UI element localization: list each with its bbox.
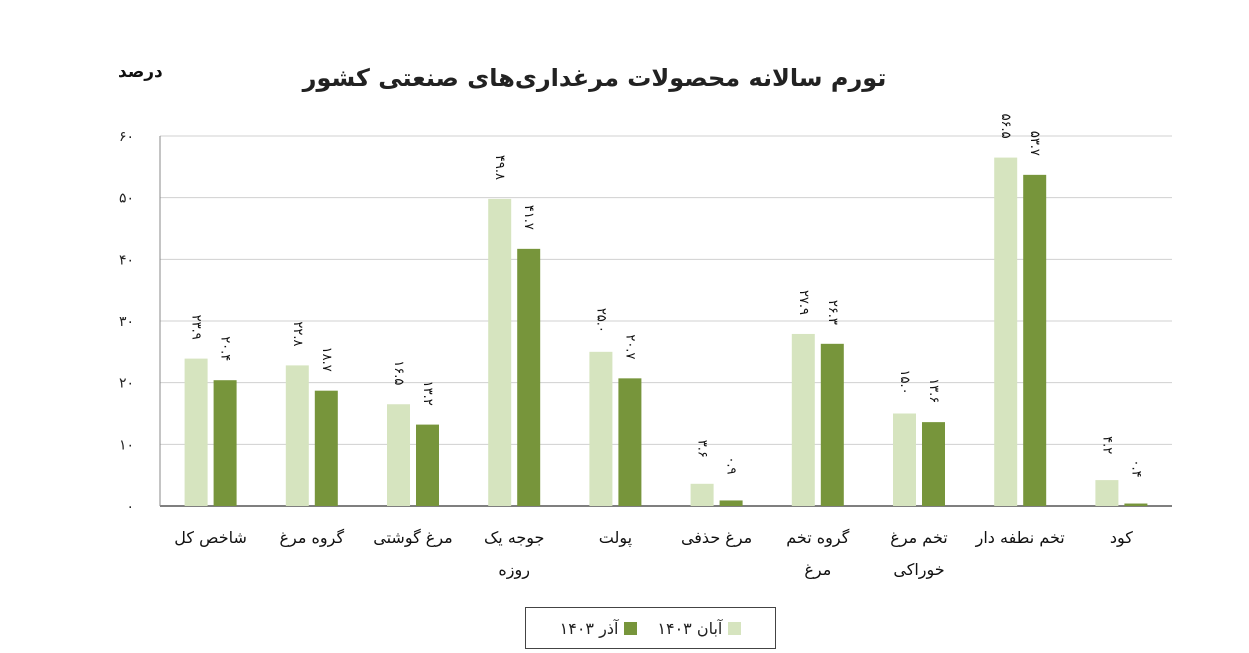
data-label: ۵۳.۷ — [1027, 131, 1042, 156]
bar-azar — [314, 390, 338, 506]
y-tick-label: ۴۰ — [119, 252, 134, 268]
bar-aban — [488, 198, 512, 506]
data-label: ۱۳.۶ — [926, 378, 941, 403]
category-label: شاخص کل — [174, 528, 247, 548]
bar-azar — [517, 248, 541, 506]
category-label: خوراکی — [893, 560, 944, 580]
legend-swatch-aban — [728, 621, 742, 635]
data-label: ۲۳.۹ — [189, 315, 204, 340]
bar-aban — [1095, 480, 1119, 506]
category-label: کود — [1110, 528, 1133, 548]
bar-azar — [719, 500, 743, 506]
category-label: تخم نطفه دار — [975, 528, 1065, 548]
y-axis-unit-label: درصد — [118, 62, 163, 82]
data-label: ۴۱.۷ — [521, 205, 536, 230]
bar-aban — [387, 404, 410, 506]
data-label: ۱۵.۰ — [897, 370, 912, 395]
bar-azar — [922, 422, 945, 506]
data-label: ۴.۲ — [1099, 436, 1114, 454]
category-label: گروه مرغ — [280, 528, 345, 548]
bar-azar — [1124, 503, 1148, 506]
legend-label-aban: آبان ۱۴۰۳ — [657, 618, 723, 638]
category-label: پولت — [599, 528, 632, 548]
data-label: ۲۲.۸ — [290, 321, 305, 346]
data-label: ۱۶.۵ — [391, 360, 406, 385]
category-label: مرغ — [804, 560, 831, 580]
legend-item-aban: آبان ۱۴۰۳ — [657, 618, 742, 638]
y-tick-label: ۲۰ — [119, 376, 134, 392]
data-label: ۳.۶ — [695, 440, 710, 458]
bar-azar — [416, 424, 439, 506]
data-label: ۰.۴ — [1128, 460, 1143, 478]
data-label: ۲۰.۷ — [622, 334, 637, 359]
bar-aban — [994, 157, 1018, 507]
bar-azar — [1023, 174, 1047, 506]
chart-title: تورم سالانه محصولات مرغداری‌های صنعتی کش… — [302, 64, 887, 92]
bar-aban — [589, 351, 613, 506]
category-label: گروه تخم — [786, 528, 849, 548]
y-tick-label: ۱۰ — [119, 437, 134, 453]
legend-item-azar: آذر ۱۴۰۳ — [560, 619, 638, 638]
bar-aban — [893, 413, 916, 506]
y-tick-label: ۶۰ — [119, 129, 134, 145]
bar-azar — [618, 378, 642, 506]
data-label: ۵۶.۵ — [998, 114, 1013, 139]
y-tick-label: ۳۰ — [119, 314, 134, 330]
y-tick-label: ۵۰ — [119, 191, 134, 207]
legend-swatch-azar — [624, 621, 638, 635]
data-label: ۲۵.۰ — [593, 308, 608, 333]
legend-label-azar: آذر ۱۴۰۳ — [559, 618, 619, 638]
data-label: ۱۳.۲ — [420, 381, 435, 406]
legend: آبان ۱۴۰۳ آذر ۱۴۰۳ — [525, 607, 776, 649]
y-tick-label: ۰ — [126, 499, 134, 515]
bar-aban — [285, 365, 309, 506]
category-label: جوجه یک — [484, 528, 544, 548]
data-label: ۴۹.۸ — [492, 155, 507, 180]
bar-azar — [213, 380, 237, 506]
category-label: تخم مرغ — [890, 528, 947, 548]
bar-aban — [690, 483, 714, 506]
category-label: مرغ گوشتی — [373, 528, 452, 548]
data-label: ۲۷.۹ — [796, 290, 811, 315]
category-label: روزه — [498, 560, 530, 580]
bar-aban — [184, 358, 208, 506]
data-label: ۲۶.۳ — [825, 300, 840, 325]
data-label: ۲۰.۴ — [218, 336, 233, 361]
category-label: مرغ حذفی — [681, 528, 752, 548]
bar-aban — [791, 333, 815, 506]
data-label: ۱۸.۷ — [319, 347, 334, 372]
bar-azar — [820, 343, 844, 506]
data-label: ۰.۹ — [724, 456, 739, 474]
